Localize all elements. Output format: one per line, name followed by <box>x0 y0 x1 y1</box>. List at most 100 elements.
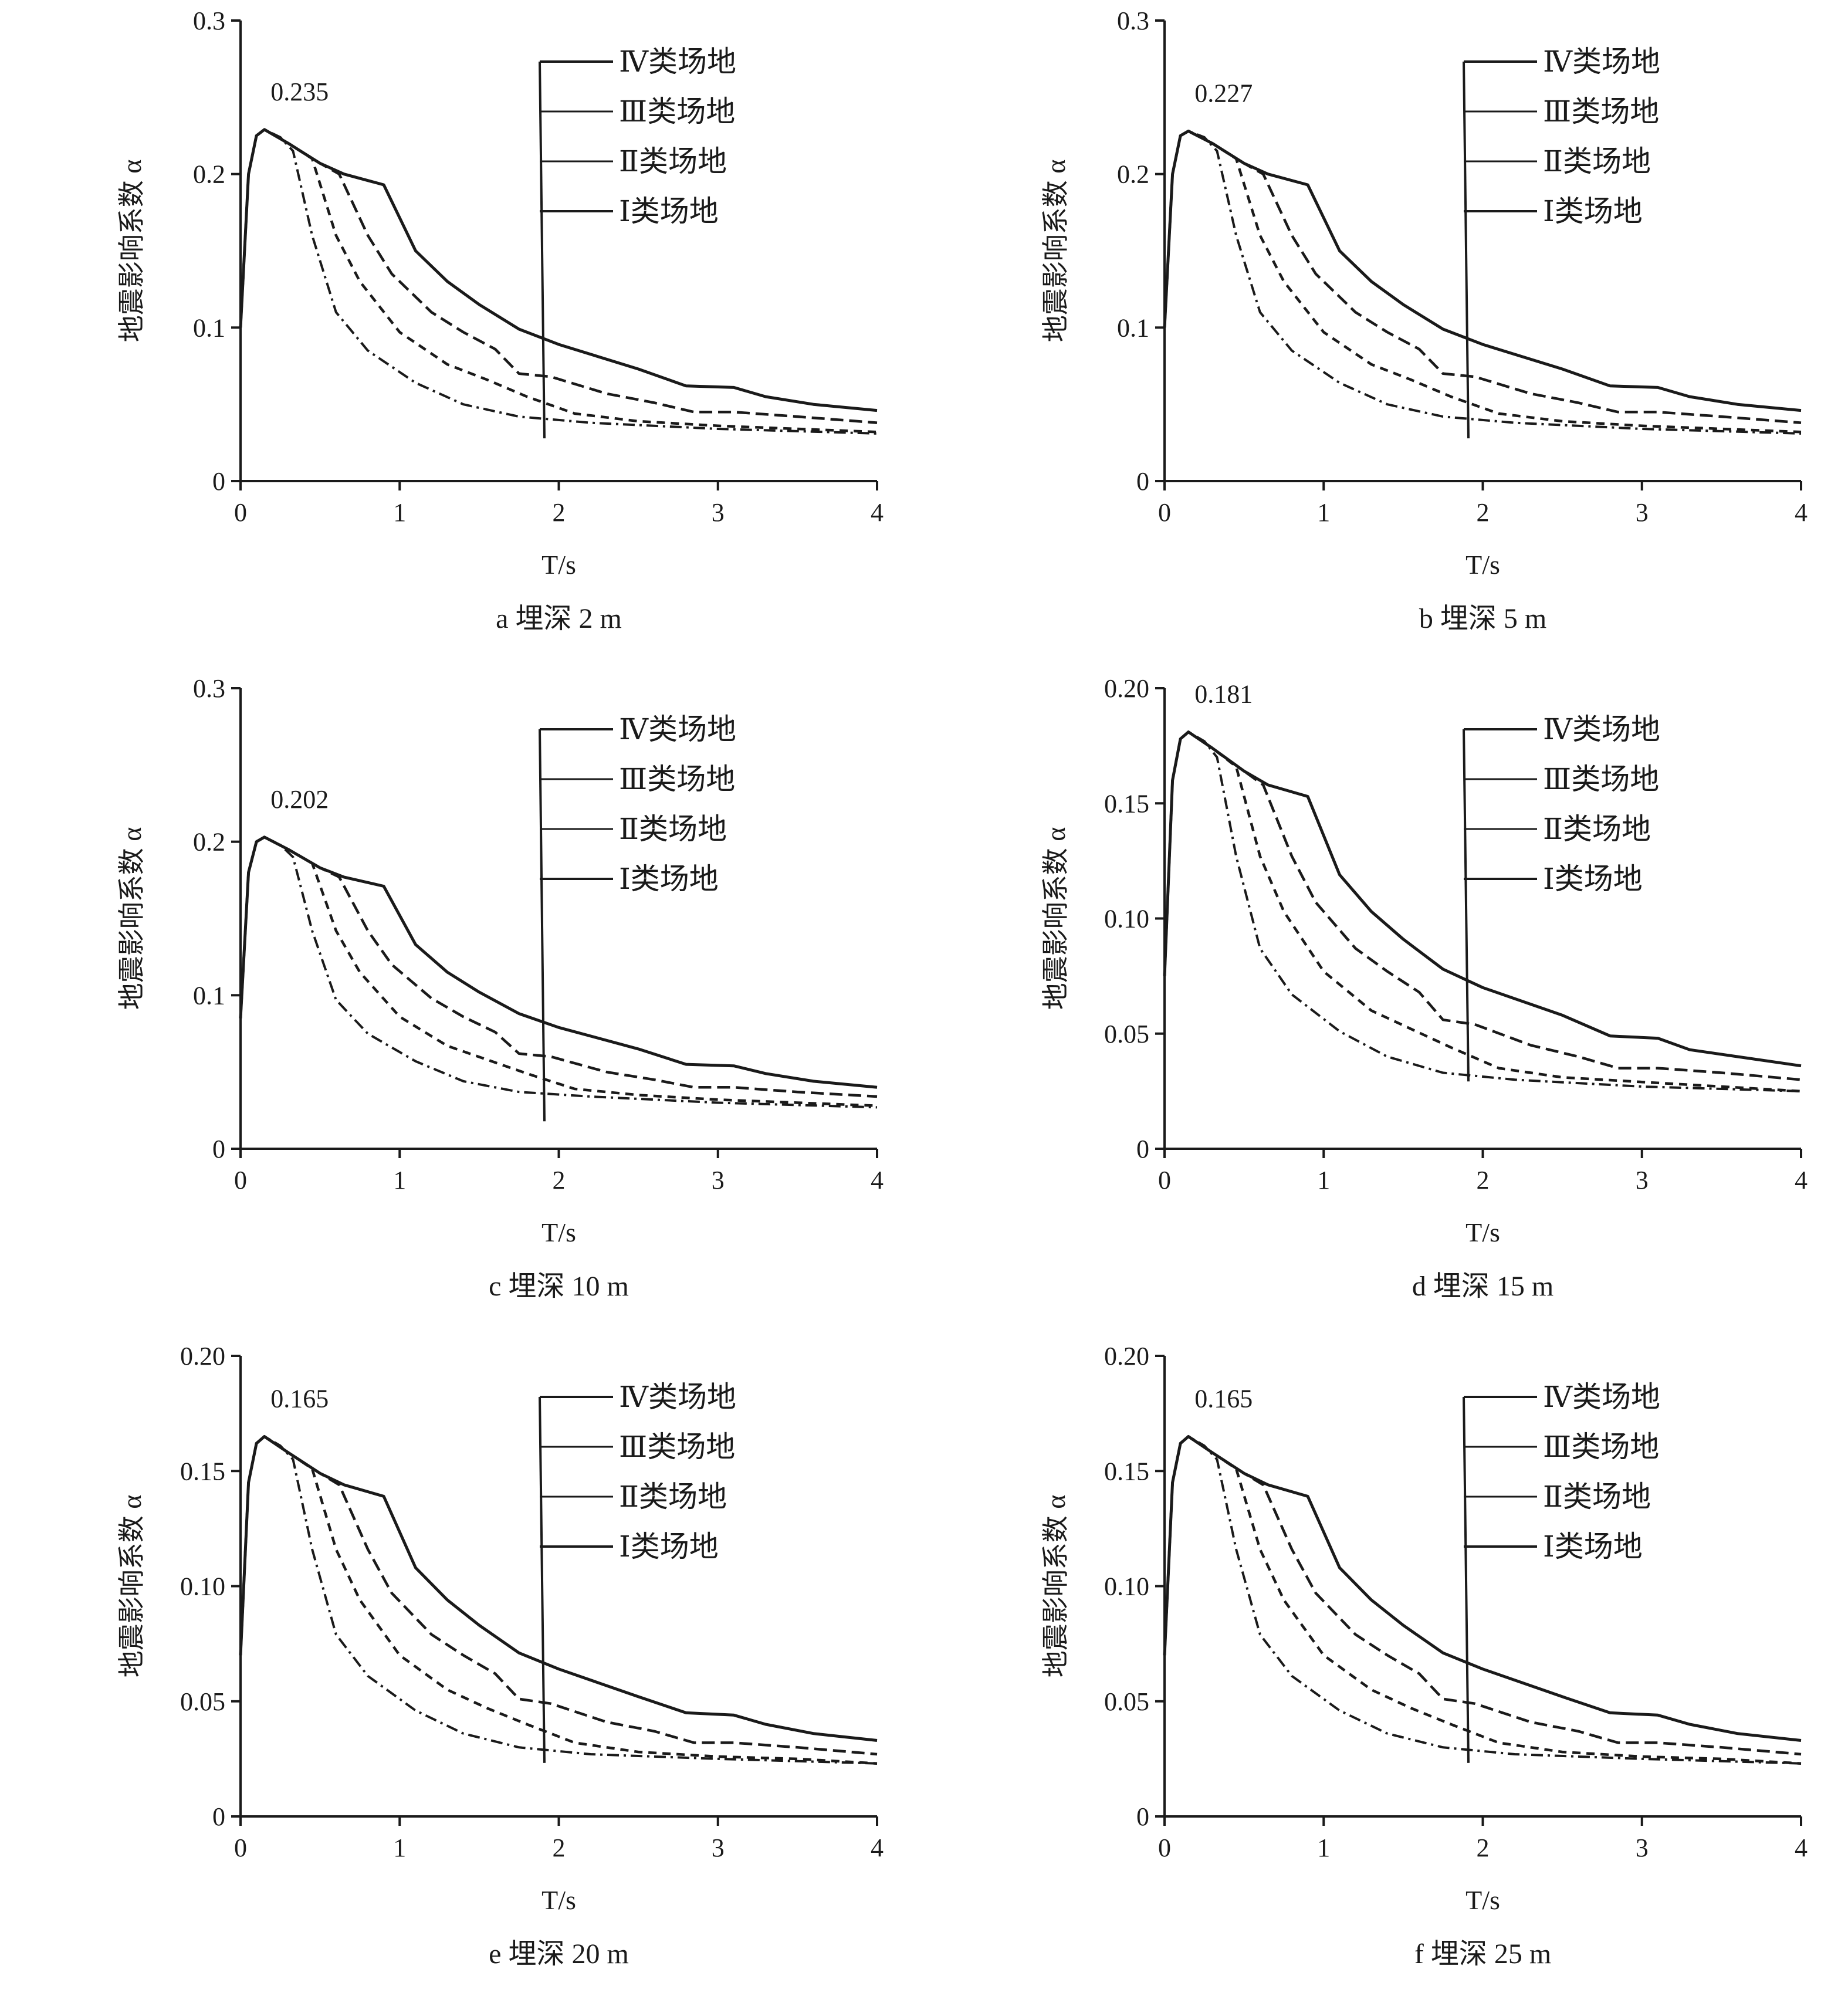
series-line-3 <box>239 128 878 434</box>
chart-panel-e: 0 0.05 0.10 0.15 0.20 0 1 2 3 4 地震影响系数 α T/s e 埋深 20… <box>0 1335 924 2003</box>
y-axis-title: 地震影响系数 α <box>117 1495 147 1678</box>
legend-item-label: Ⅱ类场地 <box>1543 145 1651 178</box>
y-tick-label: 0.20 <box>1104 674 1149 703</box>
series-line-1 <box>1163 1434 1802 1742</box>
legend-item-label: Ⅲ类场地 <box>619 95 735 128</box>
series-line-4 <box>239 128 878 435</box>
legend-item-label: Ⅰ类场地 <box>619 862 719 895</box>
chart-caption: a 埋深 2 m <box>496 603 622 634</box>
legend-leader-stem <box>1463 61 1470 439</box>
y-tick-label: 0 <box>1136 1135 1149 1163</box>
x-tick-label: 4 <box>871 1833 884 1862</box>
y-tick-label: 0 <box>1136 1802 1149 1831</box>
x-tick-label: 4 <box>871 1166 884 1195</box>
y-tick-label: 0.1 <box>1117 313 1149 342</box>
legend-item-label: Ⅰ类场地 <box>1543 195 1643 228</box>
y-tick-label: 0.1 <box>193 313 225 342</box>
legend-item-label: Ⅳ类场地 <box>619 713 736 746</box>
series-line-3 <box>1163 130 1802 434</box>
series-line-4 <box>239 835 878 1109</box>
legend-leader-stem <box>1463 1396 1470 1763</box>
y-tick-label: 0 <box>212 1135 225 1163</box>
series-line-4 <box>1163 1435 1802 1765</box>
peak-value-annotation: 0.181 <box>1194 680 1253 709</box>
legend-leader-stem <box>539 61 546 439</box>
legend-item-label: Ⅲ类场地 <box>619 1430 735 1463</box>
x-axis-title: T/s <box>541 1217 576 1247</box>
x-tick-label: 0 <box>234 498 247 527</box>
y-tick-label: 0.05 <box>1104 1687 1149 1716</box>
y-tick-label: 0.2 <box>1117 160 1149 189</box>
y-axis-title: 地震影响系数 α <box>1041 160 1071 343</box>
chart-svg: 0 0.05 0.10 0.15 0.20 0 1 2 3 4 地震影响系数 α T/s f 埋深 25… <box>1041 1342 1808 1970</box>
legend-item-label: Ⅱ类场地 <box>1543 1480 1651 1513</box>
x-tick-label: 2 <box>553 1833 566 1862</box>
x-tick-label: 4 <box>1795 1833 1808 1862</box>
series-line-4 <box>239 1435 878 1765</box>
x-tick-label: 0 <box>234 1166 247 1195</box>
chart-panel-c: 0 0.1 0.2 0.3 0 1 2 3 4 地震影响系数 α T/s c 埋深 10 m 0.202… <box>0 668 924 1335</box>
chart-panel-d: 0 0.05 0.10 0.15 0.20 0 1 2 3 4 地震影响系数 α T/s d 埋深 15… <box>924 668 1848 1335</box>
legend-item-label: Ⅳ类场地 <box>619 45 736 78</box>
series-line-2 <box>239 1435 878 1756</box>
x-axis-title: T/s <box>1465 1885 1500 1915</box>
chart-caption: f 埋深 25 m <box>1414 1938 1551 1970</box>
legend-item-label: Ⅱ类场地 <box>1543 813 1651 845</box>
x-tick-label: 3 <box>712 1833 725 1862</box>
series-line-4 <box>1163 130 1802 435</box>
x-tick-label: 3 <box>1636 1166 1649 1195</box>
y-tick-label: 0.20 <box>180 1342 225 1371</box>
chart-svg: 0 0.1 0.2 0.3 0 1 2 3 4 地震影响系数 α T/s a 埋深 2 m 0.235 Ⅳ… <box>117 6 884 634</box>
legend-item-label: Ⅳ类场地 <box>619 1381 736 1413</box>
x-tick-label: 2 <box>1477 498 1490 527</box>
x-tick-label: 1 <box>1317 1166 1330 1195</box>
peak-value-annotation: 0.235 <box>270 77 329 106</box>
legend-item-label: Ⅲ类场地 <box>1543 1430 1659 1463</box>
legend-item-label: Ⅰ类场地 <box>619 1530 719 1563</box>
y-axis-title: 地震影响系数 α <box>1041 827 1071 1010</box>
x-tick-label: 1 <box>393 1833 406 1862</box>
peak-value-annotation: 0.202 <box>270 785 329 814</box>
series-line-2 <box>1163 130 1802 424</box>
legend-item-label: Ⅳ类场地 <box>1543 45 1660 78</box>
x-tick-label: 1 <box>393 498 406 527</box>
series-line-3 <box>239 1435 878 1765</box>
y-tick-label: 0.1 <box>193 981 225 1010</box>
peak-value-annotation: 0.165 <box>1194 1384 1253 1413</box>
y-tick-label: 0.05 <box>1104 1020 1149 1048</box>
y-tick-label: 0.3 <box>193 6 225 35</box>
x-axis-title: T/s <box>541 1885 576 1915</box>
chart-svg: 0 0.05 0.10 0.15 0.20 0 1 2 3 4 地震影响系数 α T/s e 埋深 20… <box>117 1342 884 1970</box>
y-axis-title: 地震影响系数 α <box>1041 1495 1071 1678</box>
x-tick-label: 4 <box>1795 1166 1808 1195</box>
x-axis-title: T/s <box>541 550 576 580</box>
chart-panel-a: 0 0.1 0.2 0.3 0 1 2 3 4 地震影响系数 α T/s a 埋深 2 m 0.235 Ⅳ… <box>0 0 924 668</box>
chart-panel-f: 0 0.05 0.10 0.15 0.20 0 1 2 3 4 地震影响系数 α T/s f 埋深 25… <box>924 1335 1848 2003</box>
series-line-3 <box>1163 730 1802 1093</box>
x-tick-label: 1 <box>1317 1833 1330 1862</box>
x-tick-label: 3 <box>712 1166 725 1195</box>
x-tick-label: 3 <box>712 498 725 527</box>
y-tick-label: 0 <box>212 1802 225 1831</box>
series-line-3 <box>239 835 878 1107</box>
x-tick-label: 0 <box>1158 498 1171 527</box>
x-tick-label: 2 <box>1477 1833 1490 1862</box>
legend-item-label: Ⅰ类场地 <box>619 195 719 228</box>
y-tick-label: 0.10 <box>180 1572 225 1601</box>
chart-caption: e 埋深 20 m <box>489 1938 629 1970</box>
y-tick-label: 0.15 <box>1104 1457 1149 1486</box>
x-axis-title: T/s <box>1465 1217 1500 1247</box>
y-tick-label: 0.3 <box>1117 6 1149 35</box>
y-axis-title: 地震影响系数 α <box>117 160 147 343</box>
y-tick-label: 0.10 <box>1104 905 1149 933</box>
y-tick-label: 0.2 <box>193 160 225 189</box>
y-tick-label: 0 <box>212 467 225 496</box>
peak-value-annotation: 0.165 <box>270 1384 329 1413</box>
x-tick-label: 3 <box>1636 1833 1649 1862</box>
chart-svg: 0 0.1 0.2 0.3 0 1 2 3 4 地震影响系数 α T/s c 埋深 10 m 0.202… <box>117 674 884 1302</box>
x-tick-label: 0 <box>1158 1166 1171 1195</box>
y-tick-label: 0.15 <box>180 1457 225 1486</box>
legend-item-label: Ⅲ类场地 <box>1543 95 1659 128</box>
y-tick-label: 0.15 <box>1104 789 1149 818</box>
x-tick-label: 4 <box>871 498 884 527</box>
